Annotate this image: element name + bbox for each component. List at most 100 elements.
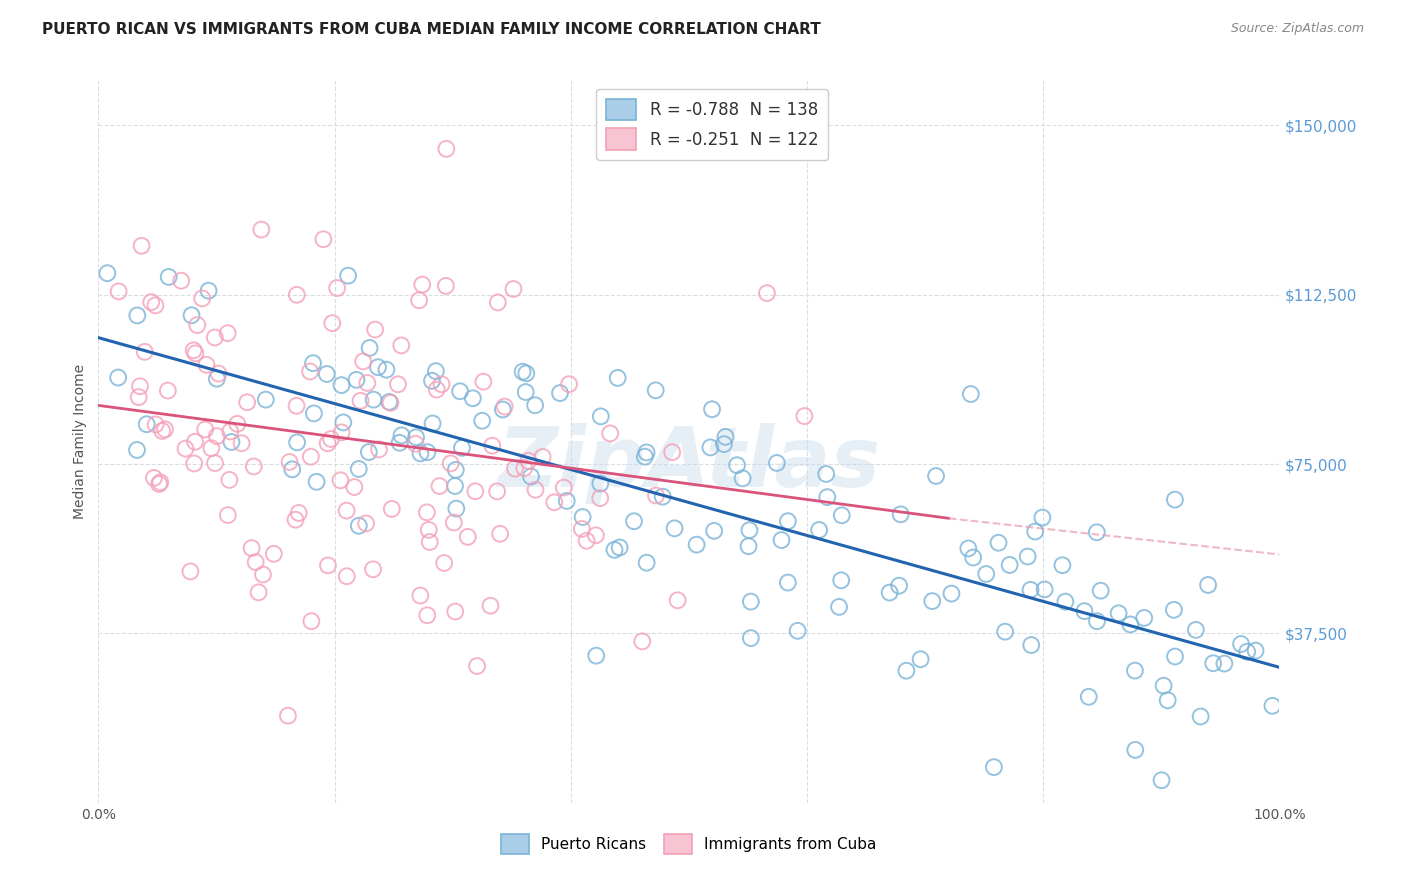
Text: PUERTO RICAN VS IMMIGRANTS FROM CUBA MEDIAN FAMILY INCOME CORRELATION CHART: PUERTO RICAN VS IMMIGRANTS FROM CUBA MED… bbox=[42, 22, 821, 37]
Point bbox=[465, 659, 488, 673]
Point bbox=[457, 530, 479, 544]
Point bbox=[219, 425, 242, 439]
Point bbox=[515, 367, 537, 381]
Point bbox=[1261, 698, 1284, 713]
Point bbox=[1213, 657, 1236, 671]
Point bbox=[609, 541, 631, 555]
Point bbox=[186, 318, 208, 332]
Point bbox=[555, 494, 578, 508]
Point bbox=[380, 396, 402, 410]
Point bbox=[515, 385, 537, 400]
Point bbox=[245, 555, 267, 569]
Point bbox=[420, 374, 443, 388]
Point bbox=[183, 343, 205, 358]
Point bbox=[411, 277, 433, 292]
Point bbox=[440, 456, 463, 470]
Point bbox=[1157, 693, 1180, 707]
Point bbox=[217, 326, 239, 341]
Point bbox=[1024, 524, 1046, 539]
Point bbox=[315, 367, 337, 381]
Point bbox=[1073, 604, 1095, 618]
Point bbox=[425, 364, 447, 378]
Point bbox=[770, 533, 793, 547]
Point bbox=[434, 278, 457, 293]
Point bbox=[174, 442, 197, 456]
Point bbox=[337, 268, 360, 283]
Point bbox=[957, 541, 980, 556]
Point bbox=[250, 222, 273, 236]
Point bbox=[405, 430, 427, 444]
Point bbox=[1077, 690, 1099, 704]
Point bbox=[180, 308, 202, 322]
Point bbox=[755, 286, 778, 301]
Point bbox=[793, 409, 815, 423]
Point bbox=[524, 483, 547, 497]
Point bbox=[205, 429, 228, 443]
Point bbox=[184, 434, 207, 449]
Point bbox=[486, 484, 509, 499]
Point bbox=[503, 461, 526, 475]
Point bbox=[983, 760, 1005, 774]
Point bbox=[644, 384, 666, 398]
Point bbox=[434, 142, 457, 156]
Point bbox=[890, 508, 912, 522]
Point bbox=[558, 377, 581, 392]
Point bbox=[389, 338, 412, 352]
Point bbox=[1033, 582, 1056, 597]
Legend: Puerto Ricans, Immigrants from Cuba: Puerto Ricans, Immigrants from Cuba bbox=[495, 829, 883, 860]
Point bbox=[815, 467, 838, 481]
Point bbox=[998, 558, 1021, 572]
Point bbox=[321, 316, 343, 330]
Point bbox=[329, 473, 352, 487]
Text: Source: ZipAtlas.com: Source: ZipAtlas.com bbox=[1230, 22, 1364, 36]
Point bbox=[1052, 558, 1074, 573]
Point bbox=[651, 490, 673, 504]
Point bbox=[285, 435, 308, 450]
Point bbox=[513, 461, 536, 475]
Point bbox=[387, 377, 409, 392]
Point bbox=[1085, 614, 1108, 628]
Point bbox=[346, 373, 368, 387]
Point bbox=[418, 523, 440, 537]
Point bbox=[1236, 645, 1258, 659]
Point bbox=[941, 586, 963, 600]
Point bbox=[236, 395, 259, 409]
Point bbox=[364, 322, 387, 336]
Point bbox=[347, 462, 370, 476]
Point bbox=[634, 450, 657, 464]
Point bbox=[623, 514, 645, 528]
Point bbox=[218, 473, 240, 487]
Point bbox=[896, 664, 918, 678]
Point bbox=[585, 528, 607, 542]
Point bbox=[332, 416, 354, 430]
Point bbox=[285, 287, 308, 301]
Point bbox=[408, 293, 430, 308]
Point bbox=[738, 523, 761, 537]
Point bbox=[156, 384, 179, 398]
Point bbox=[125, 442, 148, 457]
Point bbox=[494, 400, 516, 414]
Point bbox=[887, 579, 910, 593]
Point bbox=[416, 445, 439, 459]
Point bbox=[343, 480, 366, 494]
Point bbox=[666, 593, 689, 607]
Point bbox=[252, 567, 274, 582]
Point bbox=[426, 383, 449, 397]
Point bbox=[135, 417, 157, 432]
Point bbox=[1019, 638, 1042, 652]
Point bbox=[170, 274, 193, 288]
Point bbox=[543, 495, 565, 509]
Point bbox=[713, 437, 735, 451]
Point bbox=[524, 398, 547, 412]
Point bbox=[776, 514, 799, 528]
Point bbox=[302, 406, 325, 420]
Point bbox=[1164, 649, 1187, 664]
Point bbox=[444, 479, 467, 493]
Point bbox=[492, 402, 515, 417]
Point bbox=[183, 457, 205, 471]
Point bbox=[776, 575, 799, 590]
Point bbox=[700, 402, 723, 417]
Point bbox=[131, 239, 153, 253]
Point bbox=[1197, 578, 1219, 592]
Point bbox=[636, 556, 658, 570]
